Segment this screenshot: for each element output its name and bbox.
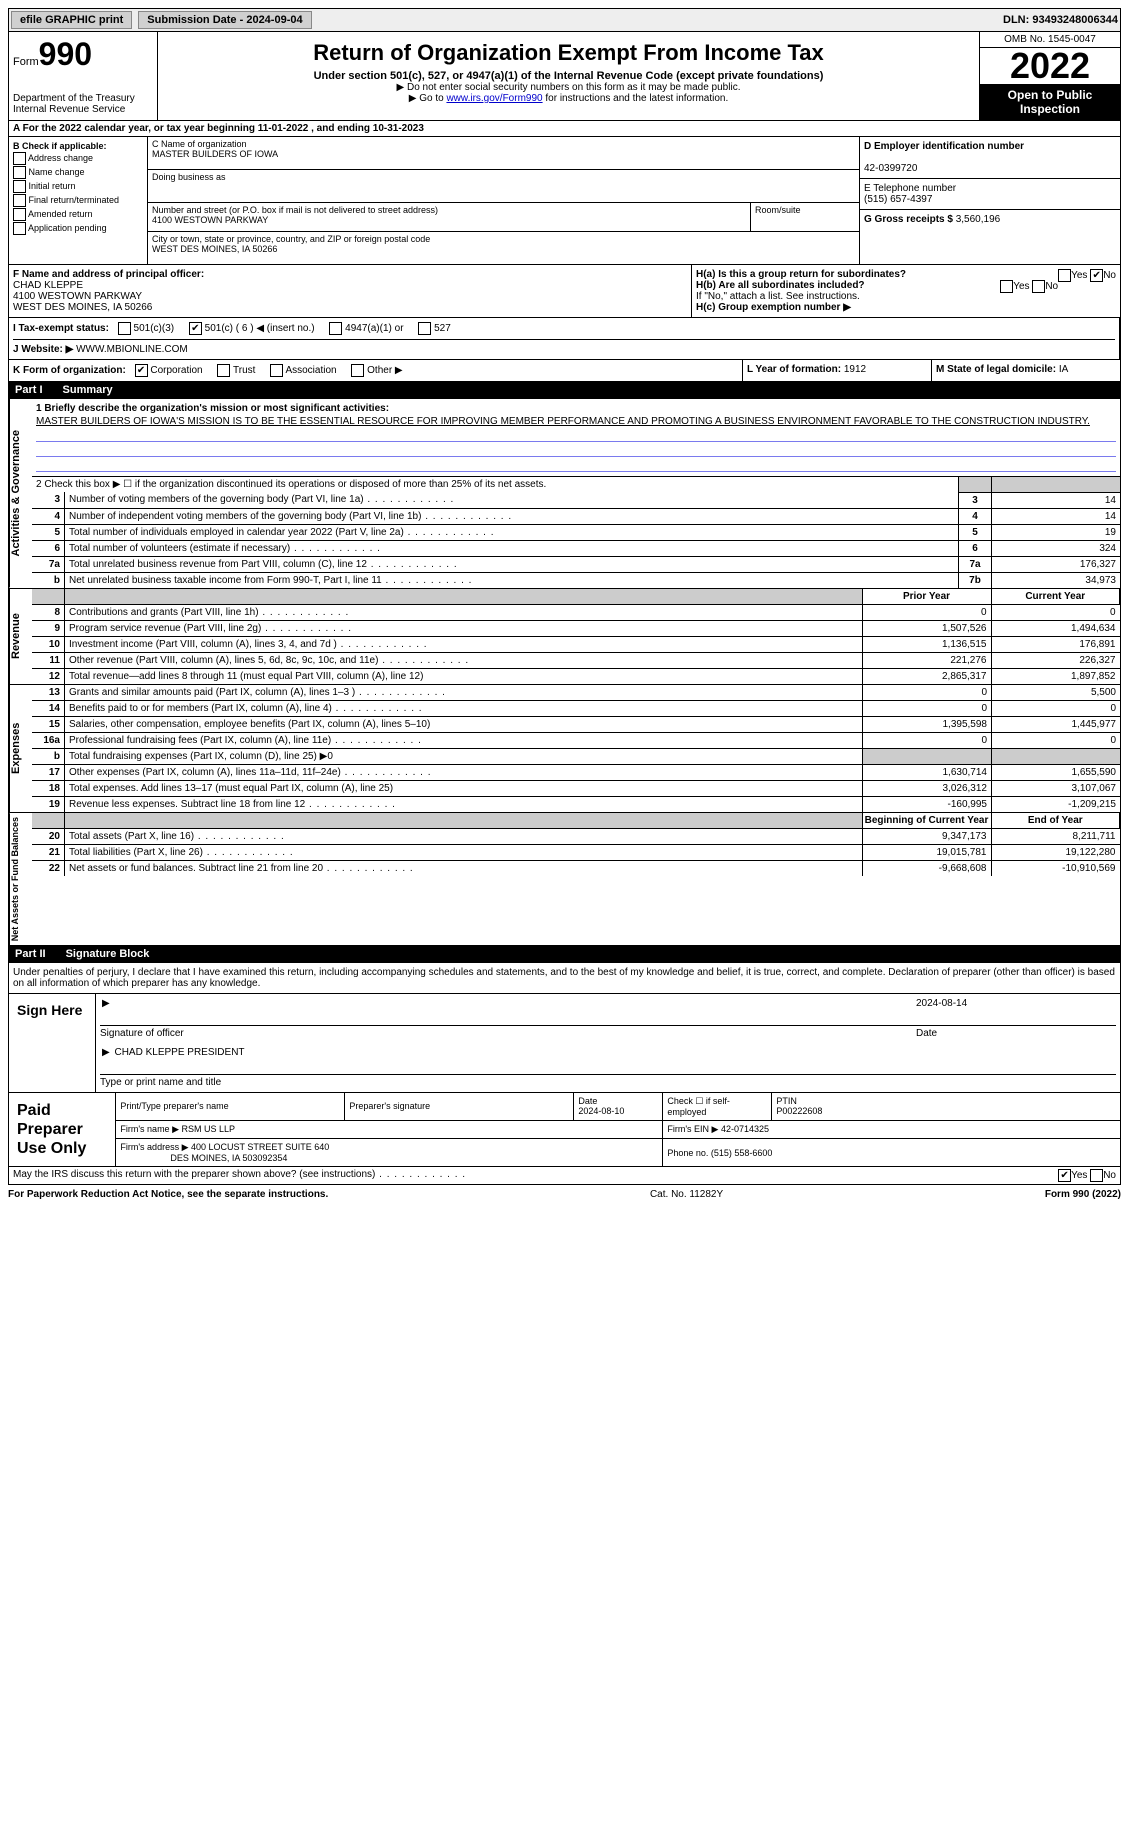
- ptin-value: P00222608: [776, 1106, 822, 1116]
- netassets-table: Beginning of Current YearEnd of Year 20T…: [32, 813, 1120, 876]
- officer-name: CHAD KLEPPE: [13, 280, 83, 291]
- expenses-table: 13Grants and similar amounts paid (Part …: [32, 685, 1120, 812]
- dept-label: Department of the Treasury Internal Reve…: [13, 93, 153, 115]
- part1-expenses: Expenses 13Grants and similar amounts pa…: [8, 685, 1121, 813]
- 501c-checkbox[interactable]: [189, 322, 202, 335]
- firm-addr1: 400 LOCUST STREET SUITE 640: [191, 1142, 329, 1152]
- prep-date: 2024-08-10: [578, 1106, 624, 1116]
- part1-gov: Activities & Governance 1 Briefly descri…: [8, 399, 1121, 589]
- preparer-block: Paid Preparer Use Only Print/Type prepar…: [8, 1093, 1121, 1168]
- form-number: Form990: [13, 36, 153, 73]
- tab-activities: Activities & Governance: [9, 399, 32, 588]
- tel-value: (515) 657-4397: [864, 194, 932, 205]
- mission-text: MASTER BUILDERS OF IOWA'S MISSION IS TO …: [36, 416, 1116, 427]
- gov-table: 2 Check this box ▶ ☐ if the organization…: [32, 477, 1120, 588]
- officer-typed-name: CHAD KLEPPE PRESIDENT: [114, 1047, 244, 1058]
- part1-header: Part I Summary: [8, 382, 1121, 399]
- submission-date: 2024-09-04: [246, 14, 302, 26]
- org-name: MASTER BUILDERS OF IOWA: [152, 149, 278, 159]
- form-title: Return of Organization Exempt From Incom…: [162, 40, 975, 66]
- submission-button[interactable]: Submission Date - 2024-09-04: [138, 11, 311, 29]
- row-k: K Form of organization: Corporation Trus…: [8, 360, 1121, 382]
- firm-ein: 42-0714325: [721, 1124, 769, 1134]
- officer-city: WEST DES MOINES, IA 50266: [13, 302, 152, 313]
- cb-final-return[interactable]: Final return/terminated: [13, 194, 143, 207]
- efile-button[interactable]: efile GRAPHIC print: [11, 11, 132, 29]
- org-city: WEST DES MOINES, IA 50266: [152, 244, 277, 254]
- dln: DLN: 93493248006344: [1003, 14, 1118, 26]
- ein-value: 42-0399720: [864, 163, 917, 174]
- part2-header: Part II Signature Block: [8, 946, 1121, 963]
- section-fh: F Name and address of principal officer:…: [8, 265, 1121, 318]
- topbar: efile GRAPHIC print Submission Date - 20…: [8, 8, 1121, 32]
- cb-address-change[interactable]: Address change: [13, 152, 143, 165]
- org-street: 4100 WESTOWN PARKWAY: [152, 215, 268, 225]
- firm-phone: (515) 558-6600: [711, 1148, 773, 1158]
- section-bcd: B Check if applicable: Address change Na…: [8, 137, 1121, 265]
- note-ssn: ▶ Do not enter social security numbers o…: [162, 82, 975, 93]
- officer-street: 4100 WESTOWN PARKWAY: [13, 291, 142, 302]
- col-b-checkboxes: B Check if applicable: Address change Na…: [9, 137, 148, 264]
- cb-initial-return[interactable]: Initial return: [13, 180, 143, 193]
- public-inspection: Open to Public Inspection: [980, 84, 1120, 120]
- part1-netassets: Net Assets or Fund Balances Beginning of…: [8, 813, 1121, 946]
- row-a-calendar: A For the 2022 calendar year, or tax yea…: [8, 121, 1121, 137]
- irs-link[interactable]: www.irs.gov/Form990: [446, 93, 542, 104]
- submission-label: Submission Date -: [147, 14, 246, 26]
- sign-here-block: Sign Here Signature of officer 2024-08-1…: [8, 994, 1121, 1093]
- gross-value: 3,560,196: [956, 214, 1001, 225]
- part1-revenue: Revenue Prior YearCurrent Year 8Contribu…: [8, 589, 1121, 685]
- row-ij: I Tax-exempt status: 501(c)(3) 501(c) ( …: [8, 318, 1121, 360]
- form-header: Form990 Department of the Treasury Inter…: [8, 32, 1121, 121]
- form-subtitle: Under section 501(c), 527, or 4947(a)(1)…: [162, 70, 975, 82]
- bottom-line: For Paperwork Reduction Act Notice, see …: [8, 1185, 1121, 1204]
- corp-checkbox[interactable]: [135, 364, 148, 377]
- cb-amended[interactable]: Amended return: [13, 208, 143, 221]
- discuss-row: May the IRS discuss this return with the…: [8, 1167, 1121, 1185]
- col-d-ein: D Employer identification number 42-0399…: [859, 137, 1120, 264]
- sig-date: 2024-08-14: [916, 998, 967, 1009]
- tab-revenue: Revenue: [9, 589, 32, 684]
- tab-netassets: Net Assets or Fund Balances: [9, 813, 32, 945]
- sig-intro: Under penalties of perjury, I declare th…: [8, 963, 1121, 994]
- note-link: ▶ Go to www.irs.gov/Form990 for instruct…: [162, 93, 975, 104]
- website-value: WWW.MBIONLINE.COM: [76, 344, 188, 355]
- tax-year: 2022: [980, 48, 1120, 84]
- cb-application[interactable]: Application pending: [13, 222, 143, 235]
- revenue-table: Prior YearCurrent Year 8Contributions an…: [32, 589, 1120, 684]
- state-domicile: IA: [1059, 364, 1068, 375]
- firm-name: RSM US LLP: [182, 1124, 236, 1134]
- cb-name-change[interactable]: Name change: [13, 166, 143, 179]
- tab-expenses: Expenses: [9, 685, 32, 812]
- ha-no-checkbox[interactable]: [1090, 269, 1103, 282]
- firm-addr2: DES MOINES, IA 503092354: [170, 1153, 287, 1163]
- year-formation: 1912: [844, 364, 866, 375]
- discuss-yes-checkbox[interactable]: [1058, 1169, 1071, 1182]
- col-c-org: C Name of organization MASTER BUILDERS O…: [148, 137, 859, 264]
